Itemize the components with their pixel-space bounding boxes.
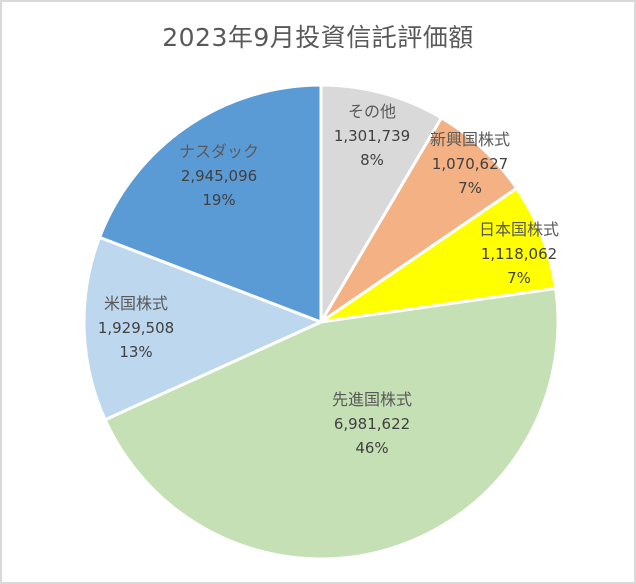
slice-percent-us: 13% — [119, 343, 153, 361]
slice-label-emerging: 新興国株式 — [429, 130, 511, 149]
slice-label-nasdaq: ナスダック — [178, 142, 260, 161]
chart-title: 2023年9月投資信託評価額 — [162, 23, 474, 52]
pie-slice-emerging — [319, 116, 519, 324]
pie-slice-developed — [103, 287, 560, 561]
slice-percent-other: 8% — [360, 151, 384, 169]
pie-slice-japan — [319, 186, 558, 324]
slice-value-japan: 1,118,062 — [480, 245, 558, 263]
data-label-japan: 日本国株式 1,118,062 7% — [479, 218, 559, 290]
slice-value-developed: 6,981,622 — [333, 415, 411, 433]
slice-percent-emerging: 7% — [458, 179, 482, 197]
data-label-us: 米国株式 1,929,508 13% — [98, 292, 174, 364]
slice-label-japan: 日本国株式 — [478, 220, 560, 239]
slice-value-emerging: 1,070,627 — [431, 155, 509, 173]
data-label-nasdaq: ナスダック 2,945,096 19% — [179, 140, 259, 212]
slice-percent-developed: 46% — [355, 439, 389, 457]
slice-percent-japan: 7% — [507, 269, 531, 287]
pie-slice-nasdaq — [98, 83, 323, 324]
data-label-developed: 先進国株式 6,981,622 46% — [332, 388, 412, 460]
slice-label-us: 米国株式 — [103, 294, 168, 313]
data-label-emerging: 新興国株式 1,070,627 7% — [430, 128, 510, 200]
pie-slice-other — [319, 83, 443, 324]
pie-slice-us — [82, 235, 323, 422]
slice-label-developed: 先進国株式 — [331, 390, 413, 409]
data-label-other: その他 1,301,739 8% — [334, 100, 410, 172]
slice-label-other: その他 — [347, 102, 396, 121]
slice-value-nasdaq: 2,945,096 — [180, 167, 258, 185]
slice-value-other: 1,301,739 — [333, 127, 411, 145]
slice-percent-nasdaq: 19% — [202, 191, 236, 209]
slice-value-us: 1,929,508 — [97, 319, 175, 337]
